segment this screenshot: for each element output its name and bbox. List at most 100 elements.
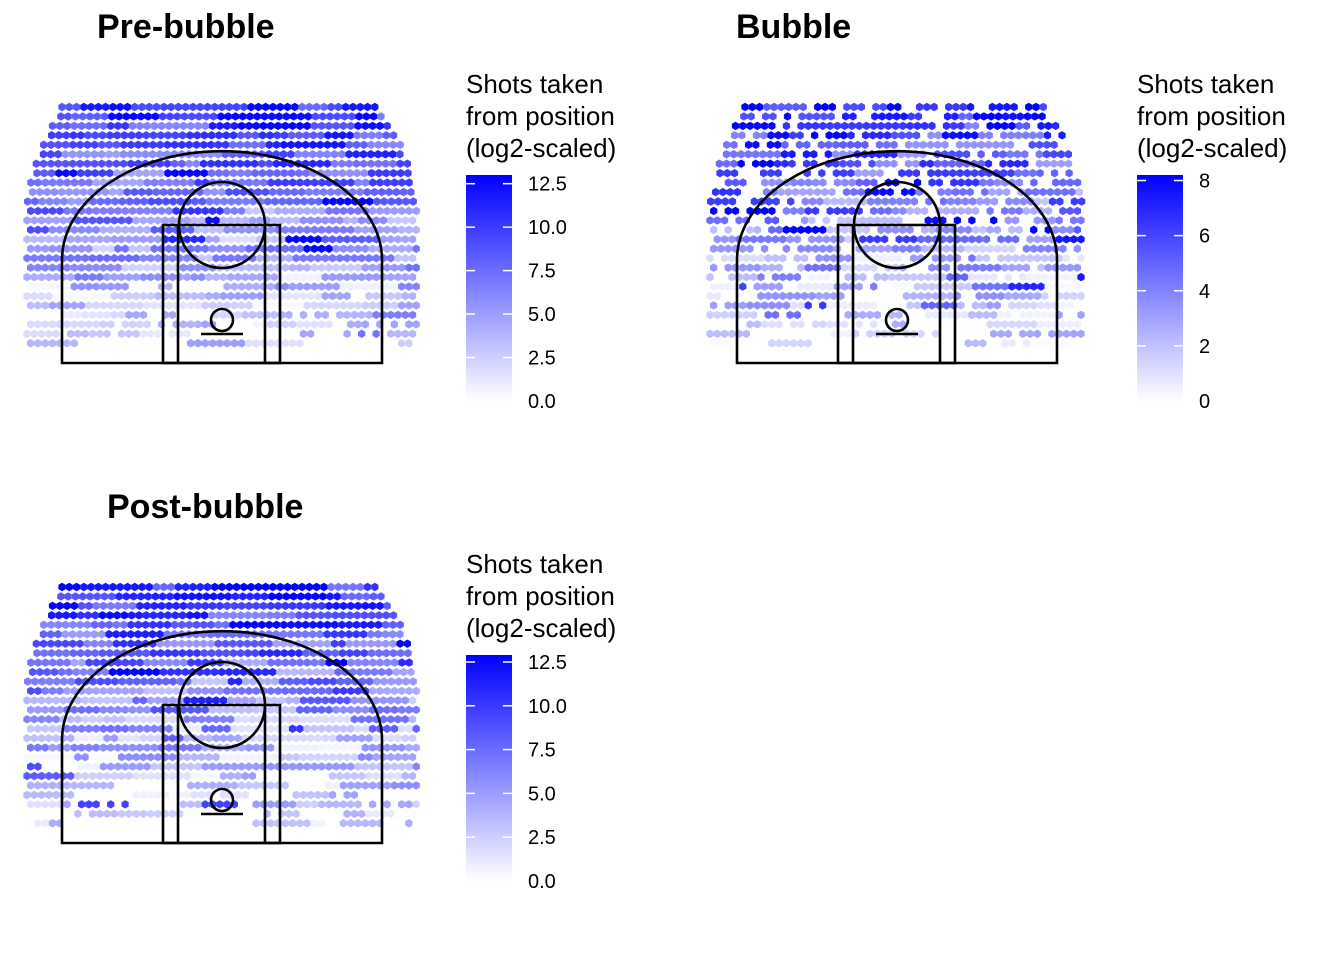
heatmap-cell xyxy=(720,254,729,263)
heatmap-cell xyxy=(844,272,852,282)
heatmap-cell xyxy=(187,225,195,235)
heatmap-cell xyxy=(372,329,380,338)
heatmap-cell xyxy=(405,263,413,272)
heatmap-cell xyxy=(870,339,878,348)
heatmap-cell xyxy=(98,159,106,168)
heatmap-cell xyxy=(347,282,355,291)
heatmap-cell xyxy=(88,752,97,762)
heatmap-cell xyxy=(310,705,318,715)
heatmap-cell xyxy=(185,620,193,629)
heatmap-cell xyxy=(728,235,736,244)
heatmap-cell xyxy=(94,102,103,112)
heatmap-cell xyxy=(746,244,754,253)
heatmap-cell xyxy=(191,197,199,206)
heatmap-cell xyxy=(314,254,322,263)
heatmap-cell xyxy=(345,140,353,149)
heatmap-cell xyxy=(143,743,151,752)
heatmap-cell xyxy=(921,206,929,216)
heatmap-cell xyxy=(390,225,399,235)
heatmap-cell xyxy=(205,696,213,705)
heatmap-cell xyxy=(107,320,115,329)
heatmap-cell xyxy=(899,206,907,216)
heatmap-cell xyxy=(710,263,718,272)
heatmap-cell xyxy=(361,282,369,291)
heatmap-cell xyxy=(52,254,60,263)
heatmap-cell xyxy=(839,159,847,168)
heatmap-cell xyxy=(737,159,745,168)
heatmap-cell xyxy=(83,639,91,648)
heatmap-cell xyxy=(237,168,245,178)
heatmap-cell xyxy=(305,102,313,112)
heatmap-cell xyxy=(230,121,239,131)
heatmap-cell xyxy=(256,310,264,320)
heatmap-cell xyxy=(208,206,217,216)
heatmap-cell xyxy=(412,301,420,310)
heatmap-cell xyxy=(141,630,149,639)
heatmap-cell xyxy=(222,131,230,140)
heatmap-cell xyxy=(888,272,896,282)
heatmap-cell xyxy=(171,611,179,620)
heatmap-cell xyxy=(819,178,827,187)
heatmap-cell xyxy=(407,667,415,677)
heatmap-cell xyxy=(285,734,293,743)
heatmap-cell xyxy=(288,686,297,696)
heatmap-cell xyxy=(237,781,246,790)
heatmap-cell xyxy=(248,752,257,762)
heatmap-cell xyxy=(189,102,197,112)
heatmap-cell xyxy=(383,339,391,348)
heatmap-cell xyxy=(227,216,235,225)
heatmap-cell xyxy=(314,329,322,338)
heatmap-cell xyxy=(41,225,49,235)
heatmap-cell xyxy=(808,310,816,320)
heatmap-cell xyxy=(946,291,954,301)
heatmap-cell xyxy=(61,630,69,639)
heatmap-cell xyxy=(354,658,362,667)
heatmap-cell xyxy=(63,206,71,216)
legend-title-line: Shots taken xyxy=(466,549,604,579)
heatmap-cell xyxy=(295,611,303,620)
heatmap-cell xyxy=(99,724,108,733)
heatmap-cell xyxy=(194,225,202,235)
colorbar-tick-label: 10.0 xyxy=(528,696,567,718)
heatmap-cell xyxy=(797,263,805,272)
heatmap-cell xyxy=(1008,339,1016,348)
heatmap-cell xyxy=(145,187,153,197)
heatmap-cell xyxy=(136,724,144,733)
heatmap-cell xyxy=(396,639,404,648)
heatmap-cell xyxy=(23,790,31,800)
heatmap-cell xyxy=(194,301,202,310)
heatmap-cell xyxy=(227,235,235,244)
heatmap-cell xyxy=(92,800,100,809)
heatmap-cell xyxy=(862,178,871,187)
heatmap-cell xyxy=(37,329,46,338)
heatmap-cell xyxy=(201,206,209,216)
heatmap-cell xyxy=(991,150,1000,159)
heatmap-cell xyxy=(804,282,812,291)
heatmap-cell xyxy=(296,339,304,348)
heatmap-cell xyxy=(886,102,895,112)
heatmap-cell xyxy=(819,282,827,291)
heatmap-cell xyxy=(61,620,70,629)
heatmap-cell xyxy=(216,121,224,131)
heatmap-cell xyxy=(285,197,294,206)
legend-title: Shots taken from position (log2-scaled) xyxy=(1137,68,1287,164)
heatmap-cell xyxy=(906,339,914,348)
heatmap-cell xyxy=(373,677,381,686)
heatmap-cell xyxy=(234,310,242,320)
heatmap-cell xyxy=(357,752,366,762)
heatmap-cell xyxy=(79,112,87,121)
heatmap-cell xyxy=(370,667,379,677)
heatmap-cell xyxy=(117,734,126,743)
heatmap-cell xyxy=(252,320,260,329)
heatmap-cell xyxy=(123,187,131,197)
heatmap-cell xyxy=(81,715,89,724)
heatmap-cell xyxy=(993,225,1001,235)
heatmap-cell xyxy=(760,263,769,272)
heatmap-cell xyxy=(1037,282,1045,291)
heatmap-cell xyxy=(288,121,297,131)
heatmap-cell xyxy=(1009,112,1017,121)
heatmap-cell xyxy=(845,197,853,206)
heatmap-cell xyxy=(141,150,149,159)
heatmap-cell xyxy=(710,244,718,253)
heatmap-cell xyxy=(132,272,140,282)
